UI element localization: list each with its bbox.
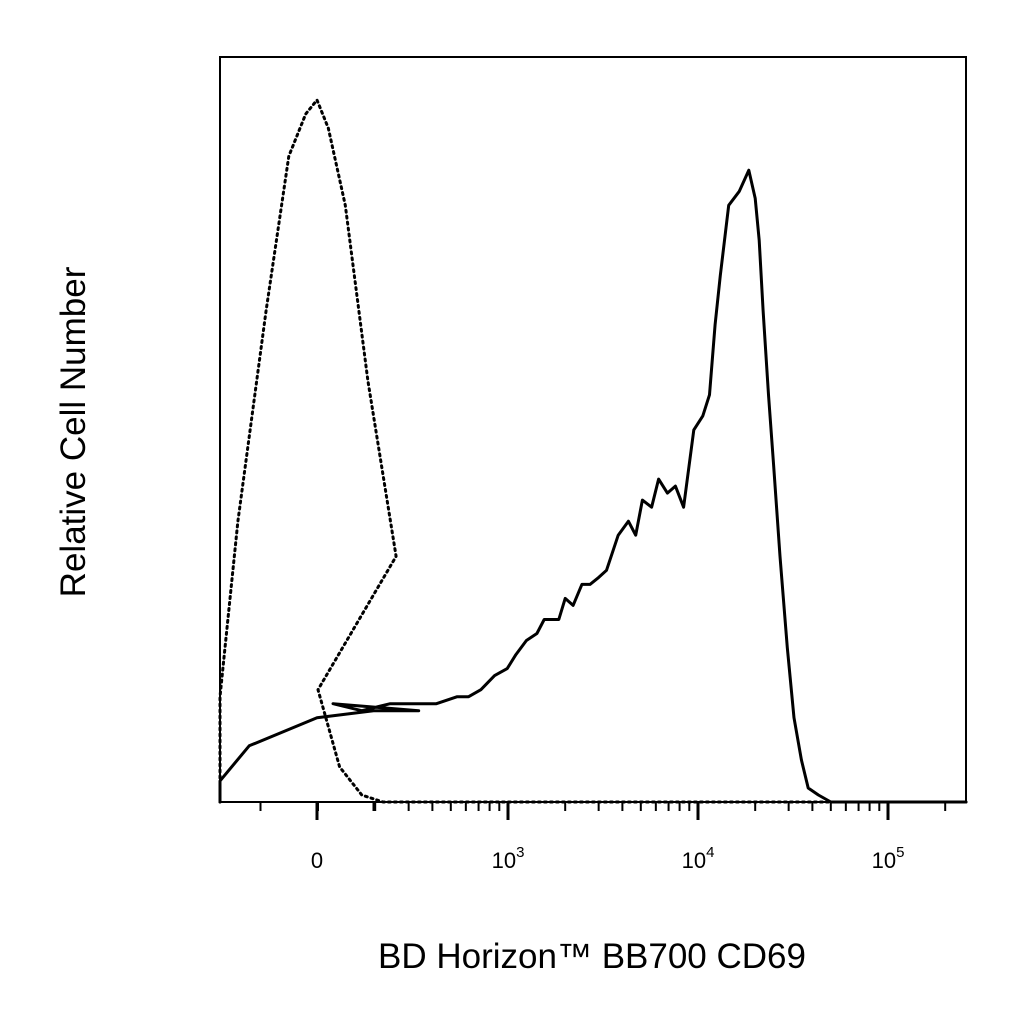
cd69-stained-line (218, 168, 968, 804)
x-tick-label: 0 (311, 848, 323, 873)
x-axis-title: BD Horizon™ BB700 CD69 (378, 937, 806, 976)
y-axis-title: Relative Cell Number (54, 266, 93, 597)
x-major-ticks (315, 802, 890, 820)
x-minor-ticks (259, 802, 947, 811)
isotype-control-line (218, 98, 968, 804)
plot-frame (219, 56, 967, 803)
series-layer (218, 98, 968, 804)
x-tick-label: 103 (492, 844, 525, 873)
x-tick-label: 105 (872, 844, 905, 873)
x-tick-label: 104 (682, 844, 715, 873)
x-tick-labels: 0 103 104 105 (311, 844, 905, 873)
